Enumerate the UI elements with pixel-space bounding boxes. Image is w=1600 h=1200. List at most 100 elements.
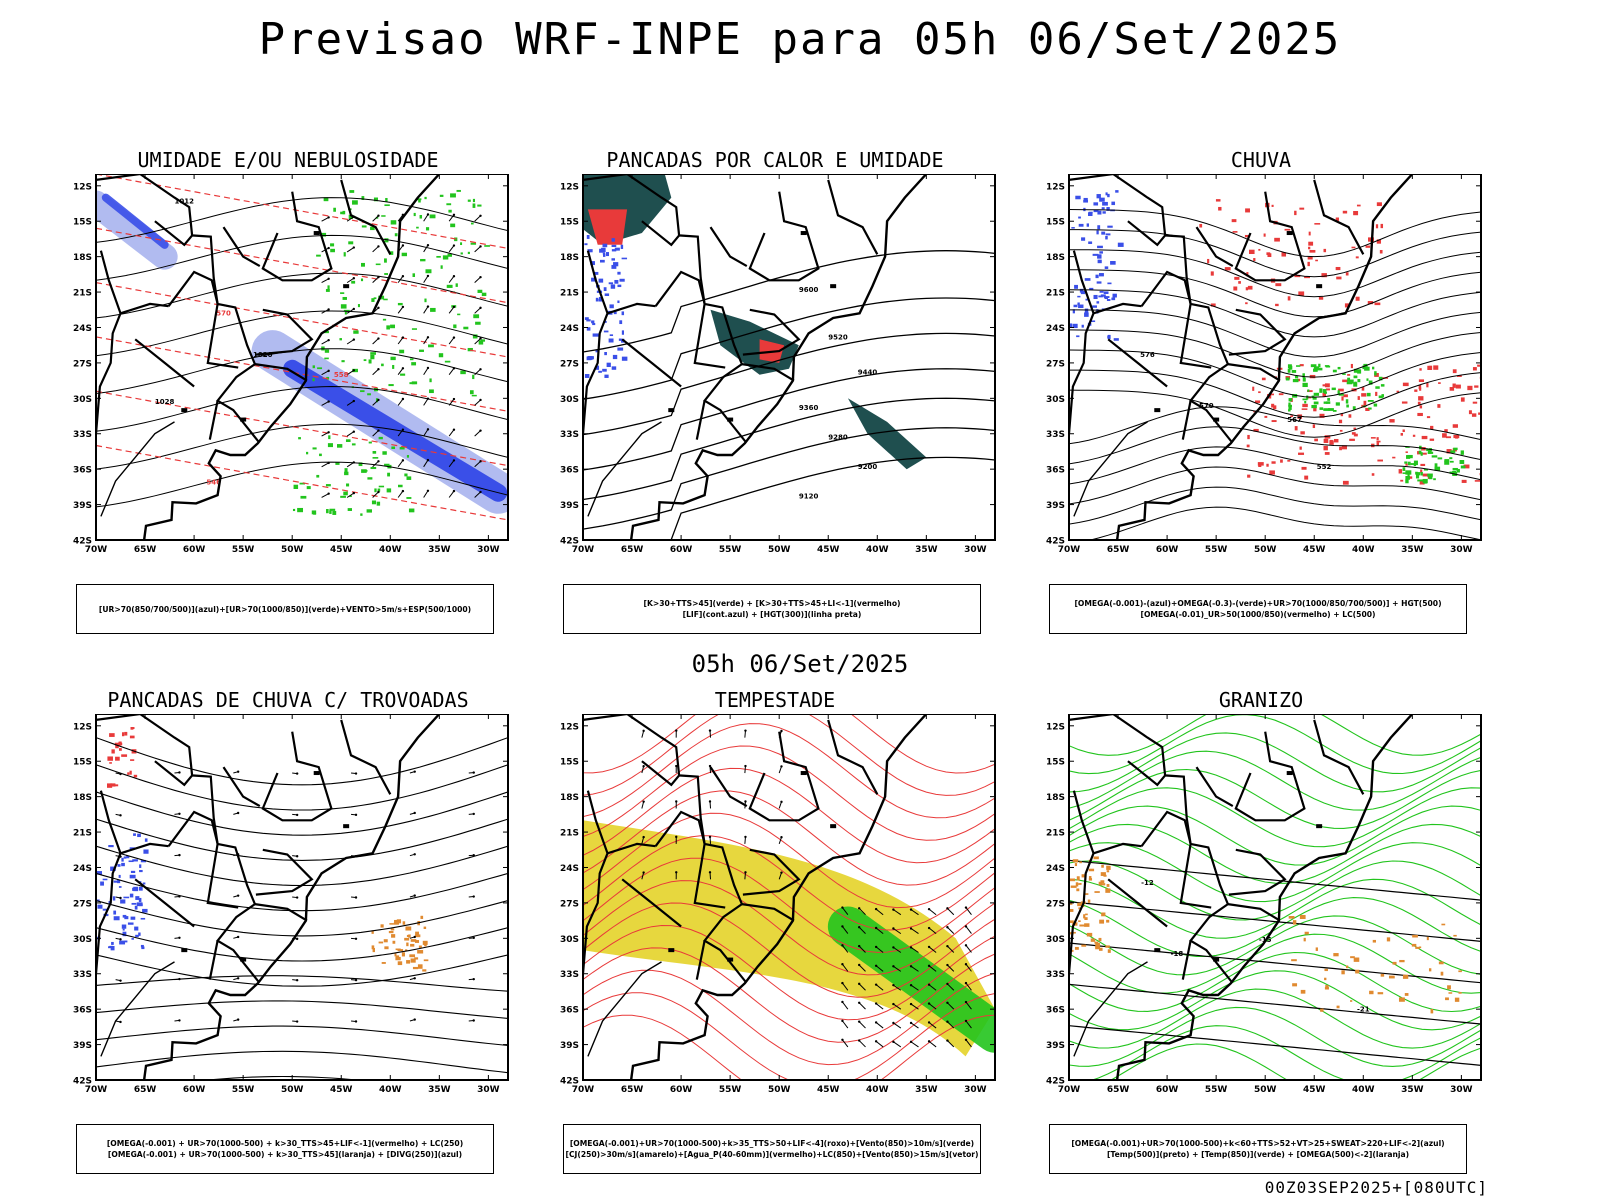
humid-lowlevel-speck [470, 222, 474, 225]
thunder-orange-speck [410, 939, 417, 942]
humid-lowlevel-speck [329, 508, 336, 511]
divergence-speck [111, 941, 114, 945]
lifted-index-speck [601, 247, 606, 253]
thunder-red-speck [113, 784, 119, 787]
rain-blue-speck [1078, 304, 1084, 309]
wind-vector [842, 1020, 849, 1029]
rain-blue-speck [1096, 194, 1101, 199]
temperature-850-contour [1069, 933, 1481, 994]
humid-lowlevel-speck [327, 443, 333, 448]
rain-speck [1315, 259, 1318, 262]
country-border [741, 903, 795, 922]
rain-green-speck [1434, 466, 1441, 471]
vector-head [377, 337, 380, 340]
rain-green-speck [1328, 408, 1334, 411]
humid-lowlevel-speck [319, 453, 322, 457]
rain-blue-speck [1079, 288, 1084, 293]
humid-lowlevel-speck [340, 304, 347, 309]
humid-lowlevel-speck [323, 197, 329, 202]
rain-blue-speck [1105, 236, 1108, 240]
rain-green-speck [1378, 395, 1383, 399]
heat-showers-map[interactable]: 960095209440936092809200912012S15S18S21S… [545, 174, 1005, 574]
lake [1286, 231, 1293, 236]
lon-label: 60W [1156, 545, 1179, 555]
lifted-index-speck [598, 298, 604, 302]
rain-blue-speck [1083, 197, 1088, 201]
wind-vector [842, 945, 849, 953]
lake [1154, 948, 1161, 953]
rain-green-speck [1406, 455, 1411, 459]
thunder-orange-speck [406, 942, 409, 947]
lat-label: 18S [1046, 793, 1065, 803]
divergence-speck [102, 908, 108, 911]
wind-vector [372, 460, 379, 468]
rain-speck [1375, 224, 1379, 229]
divergence-speck [129, 893, 134, 898]
vector-head [479, 490, 482, 494]
thickness-line [96, 174, 508, 250]
vector-head [377, 398, 380, 402]
vector-head [927, 1040, 931, 1043]
height-contour [583, 397, 995, 501]
wind-vector [423, 275, 429, 283]
rain-speck [1461, 479, 1467, 483]
lon-label: 70W [1058, 545, 1081, 555]
country-border [255, 308, 314, 356]
rain-blue-speck [1069, 323, 1073, 328]
humidity-map[interactable]: 10121020102854655857012S15S18S21S24S27S3… [58, 174, 518, 574]
vector-head [892, 965, 895, 968]
humid-lowlevel-speck [330, 248, 335, 253]
vector-head [909, 1040, 913, 1044]
rain-speck [1418, 384, 1422, 390]
lat-label: 15S [1046, 218, 1065, 228]
lon-label: 55W [1205, 545, 1228, 555]
humid-lowlevel-speck [387, 472, 391, 477]
omega-speck [1386, 937, 1391, 942]
rain-speck [1338, 419, 1343, 424]
divergence-speck [119, 940, 126, 945]
vector-head [401, 244, 405, 247]
hail-map[interactable]: -12-15-18-2112S15S18S21S24S27S30S33S36S3… [1031, 714, 1491, 1114]
panel-legend: [K>30+TTS>45](verde) + [K>30+TTS>45+LI<-… [563, 584, 981, 634]
humid-lowlevel-speck [382, 318, 387, 321]
lat-label: 42S [560, 537, 579, 547]
lat-label: 39S [560, 1041, 579, 1051]
thunder-red-speck [119, 742, 123, 746]
vector-head [964, 1000, 968, 1004]
lake [668, 948, 675, 953]
lat-label: 42S [73, 1077, 92, 1087]
wind-vector [842, 1039, 849, 1048]
panel-storm: TEMPESTADE 12S 15S 18S 21S 24S 27S 30S 33S 36S 39… [545, 688, 1005, 1174]
plot-frame [1068, 714, 1482, 1081]
rain-blue-speck [1104, 297, 1109, 300]
thunder-red-speck [130, 759, 135, 761]
province-border [587, 421, 662, 517]
rain-speck [1456, 375, 1462, 377]
lon-label: 40W [379, 1085, 402, 1095]
rain-green-speck [1304, 400, 1307, 404]
omega-speck [1404, 993, 1409, 996]
rain-green-speck [1407, 472, 1410, 477]
height-contour [583, 427, 995, 530]
wind-vector [423, 429, 429, 437]
divergence-speck [134, 905, 138, 910]
lon-label: 40W [866, 545, 889, 555]
vector-head [841, 944, 844, 947]
vector-head [377, 214, 380, 217]
omega-speck [1291, 959, 1297, 962]
vector-head [236, 977, 240, 980]
humid-lowlevel-speck [384, 273, 389, 275]
rain-map[interactable]: 57657056755212S15S18S21S24S27S30S33S36S3… [1031, 174, 1491, 574]
vector-head [178, 1019, 181, 1022]
rain-green-speck [1292, 394, 1298, 398]
coastline [629, 174, 928, 540]
wind-vector [928, 946, 937, 953]
humid-lowlevel-speck [473, 314, 480, 319]
wind-vector [842, 963, 849, 972]
thunder-orange-speck [406, 934, 410, 937]
lat-label: 39S [1046, 501, 1065, 511]
country-border [222, 226, 261, 268]
humid-lowlevel-speck [312, 447, 317, 450]
